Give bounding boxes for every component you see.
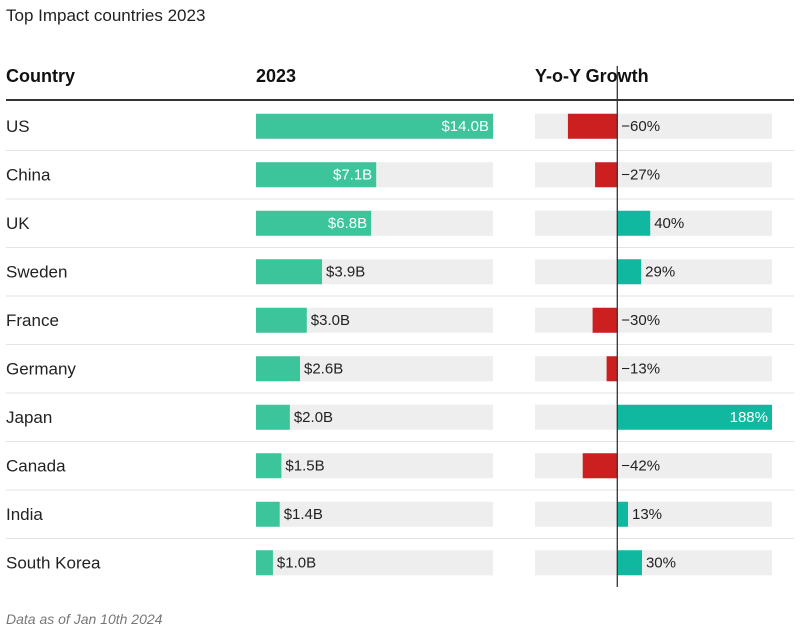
growth-bar	[617, 404, 772, 430]
growth-track	[535, 307, 772, 333]
value-track	[256, 550, 493, 576]
growth-bar	[595, 162, 618, 188]
growth-bar	[582, 453, 618, 479]
value-bar	[256, 453, 282, 479]
country-label: Germany	[6, 359, 76, 378]
value-track	[256, 404, 493, 430]
footnote: Data as of Jan 10th 2024	[6, 611, 163, 627]
country-label: India	[6, 505, 43, 524]
country-label: US	[6, 117, 30, 136]
value-label: $3.9B	[326, 263, 365, 280]
value-track	[256, 501, 493, 527]
country-label: Canada	[6, 456, 66, 475]
growth-bar	[617, 550, 642, 576]
growth-track	[535, 162, 772, 188]
growth-label: −13%	[621, 360, 660, 377]
value-label: $1.5B	[285, 457, 324, 474]
value-bar	[256, 259, 323, 285]
value-label: $3.0B	[311, 312, 350, 329]
chart-table: US $14.0B −60% China $7.1B −27% UK $6.8B 40% Swed…	[6, 66, 794, 587]
growth-label: 40%	[654, 215, 684, 232]
value-label: $2.6B	[304, 360, 343, 377]
header-country: Country	[6, 66, 75, 86]
growth-bar	[617, 259, 642, 285]
header-rule	[6, 99, 794, 101]
country-label: Japan	[6, 408, 52, 427]
value-track	[256, 453, 493, 479]
value-label: $14.0B	[441, 118, 489, 135]
growth-label: −60%	[621, 118, 660, 135]
header-yoy-growth: Y-o-Y Growth	[535, 66, 649, 86]
value-bar	[256, 307, 307, 333]
value-label: $1.4B	[284, 506, 323, 523]
growth-track	[535, 210, 772, 236]
growth-track	[535, 501, 772, 527]
value-bar	[256, 210, 372, 236]
growth-bar	[606, 356, 618, 382]
value-bar	[256, 162, 377, 188]
growth-bar	[592, 307, 618, 333]
growth-label: 29%	[645, 263, 675, 280]
country-label: China	[6, 165, 51, 184]
value-bar	[256, 550, 273, 576]
country-label: Sweden	[6, 262, 67, 281]
value-label: $6.8B	[328, 215, 367, 232]
growth-bar	[567, 113, 618, 139]
value-label: $2.0B	[294, 409, 333, 426]
header-2023: 2023	[256, 66, 297, 86]
chart-title: Top Impact countries 2023	[6, 6, 206, 25]
growth-bar	[617, 501, 628, 527]
growth-track	[535, 259, 772, 285]
value-bar	[256, 113, 493, 139]
growth-label: −42%	[621, 457, 660, 474]
growth-label: −30%	[621, 312, 660, 329]
growth-label: 13%	[632, 506, 662, 523]
value-bar	[256, 356, 301, 382]
value-bar	[256, 404, 290, 430]
growth-label: −27%	[621, 166, 660, 183]
country-label: France	[6, 311, 59, 330]
growth-track	[535, 453, 772, 479]
growth-label: 30%	[646, 554, 676, 571]
growth-label: 188%	[730, 409, 768, 426]
country-label: South Korea	[6, 553, 101, 572]
growth-track	[535, 356, 772, 382]
value-bar	[256, 501, 280, 527]
growth-bar	[617, 210, 651, 236]
growth-track	[535, 550, 772, 576]
value-label: $7.1B	[333, 166, 372, 183]
value-label: $1.0B	[277, 554, 316, 571]
country-label: UK	[6, 214, 30, 233]
